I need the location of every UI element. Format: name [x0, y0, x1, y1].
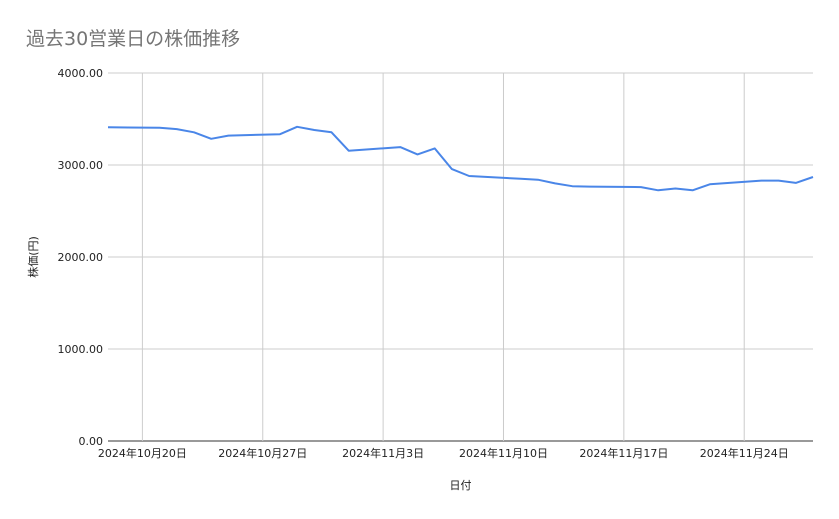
y-tick-label: 1000.00 [58, 343, 104, 356]
x-tick-label: 2024年11月24日 [700, 446, 789, 460]
y-tick-label: 2000.00 [58, 251, 104, 264]
x-axis-title: 日付 [450, 479, 472, 492]
chart-title: 過去30営業日の株価推移 [26, 28, 241, 50]
x-tick-label: 2024年11月10日 [459, 446, 548, 460]
y-tick-label: 0.00 [79, 435, 104, 448]
price-series-line [107, 125, 814, 192]
y-axis-title: 株価(円) [26, 236, 40, 278]
x-tick-label: 2024年11月3日 [342, 446, 424, 460]
x-tick-label: 2024年10月20日 [98, 446, 187, 460]
x-tick-label: 2024年10月27日 [218, 446, 307, 460]
y-tick-label: 4000.00 [58, 67, 104, 80]
y-tick-label: 3000.00 [58, 159, 104, 172]
x-tick-label: 2024年11月17日 [579, 446, 668, 460]
